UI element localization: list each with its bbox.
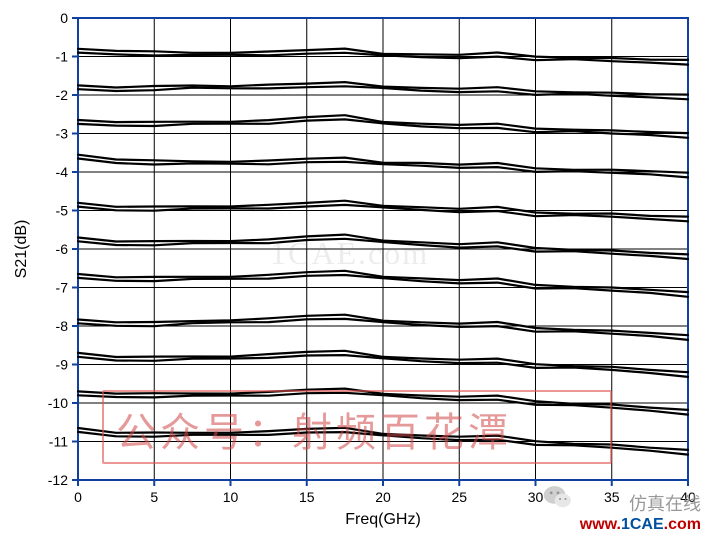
svg-text:10: 10 xyxy=(223,489,239,505)
svg-text:35: 35 xyxy=(604,489,620,505)
svg-text:-3: -3 xyxy=(56,126,69,142)
svg-text:-1: -1 xyxy=(56,49,69,65)
chart-container: 0 5 10 15 20 25 30 35 40 0 -1 -2 -3 -4 -5 -6 -7 -8 -9 -10 -1… xyxy=(0,0,713,540)
svg-text:20: 20 xyxy=(375,489,391,505)
svg-text:-12: -12 xyxy=(48,472,68,488)
svg-text:-8: -8 xyxy=(56,318,69,334)
svg-text:-2: -2 xyxy=(56,87,69,103)
svg-text:-5: -5 xyxy=(56,203,69,219)
svg-text:40: 40 xyxy=(680,489,696,505)
svg-text:0: 0 xyxy=(60,10,68,26)
svg-text:30: 30 xyxy=(528,489,544,505)
s21-chart: 0 5 10 15 20 25 30 35 40 0 -1 -2 -3 -4 -5 -6 -7 -8 -9 -10 -1… xyxy=(0,0,713,540)
svg-text:-6: -6 xyxy=(56,241,69,257)
svg-text:15: 15 xyxy=(299,489,315,505)
svg-text:Freq(GHz): Freq(GHz) xyxy=(345,511,421,528)
svg-text:25: 25 xyxy=(451,489,467,505)
svg-text:-7: -7 xyxy=(56,280,69,296)
svg-text:-11: -11 xyxy=(49,434,68,450)
svg-text:0: 0 xyxy=(74,489,82,505)
svg-text:-4: -4 xyxy=(56,164,69,180)
svg-text:5: 5 xyxy=(150,489,158,505)
svg-text:S21(dB): S21(dB) xyxy=(13,220,30,279)
svg-text:-9: -9 xyxy=(56,357,69,373)
svg-text:-10: -10 xyxy=(48,395,68,411)
